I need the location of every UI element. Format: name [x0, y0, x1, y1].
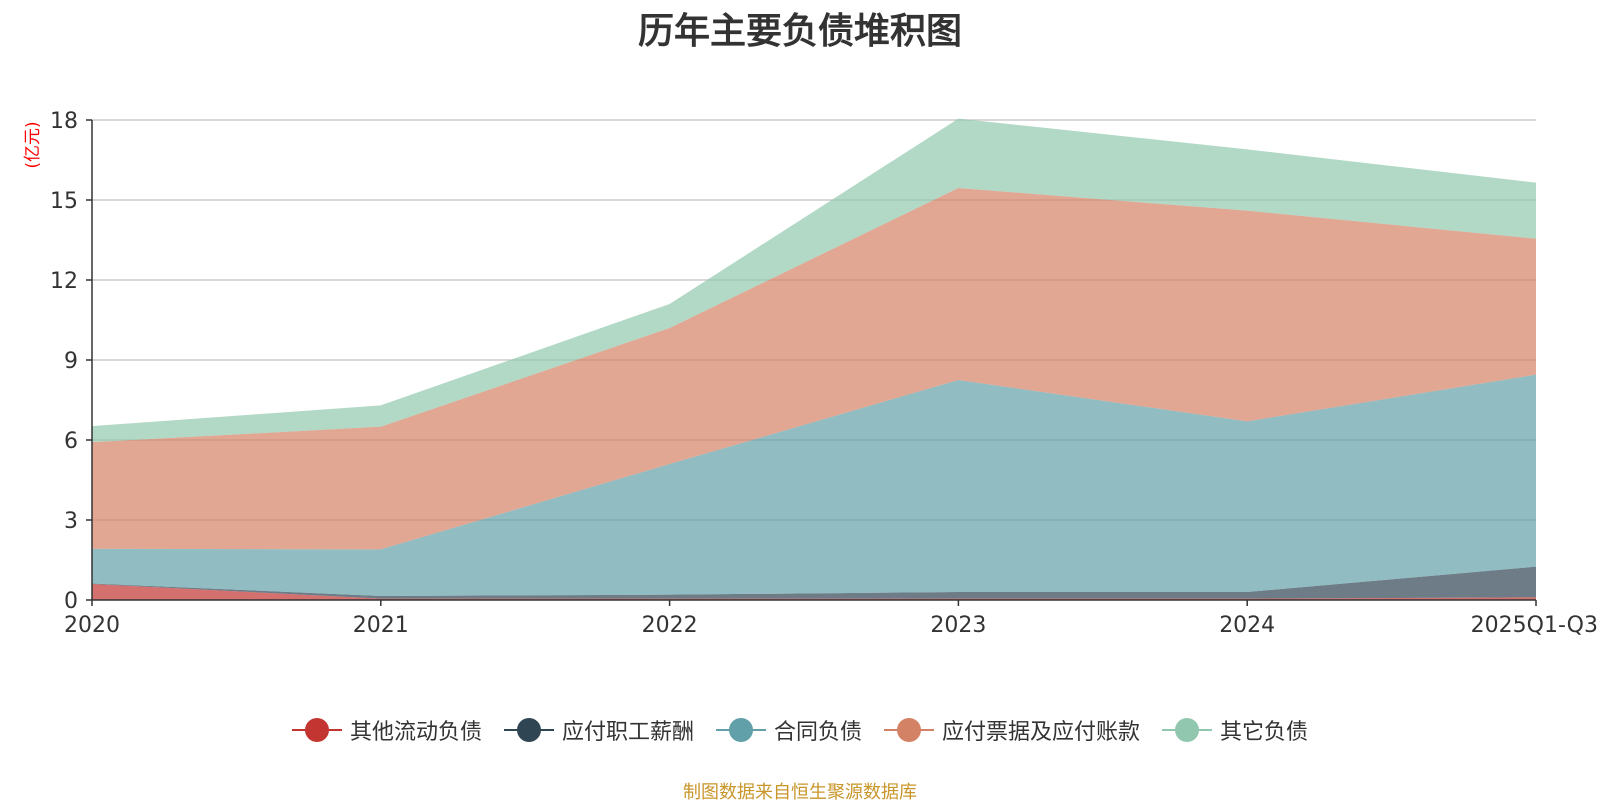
x-tick-label: 2022: [642, 613, 698, 638]
legend-label: 应付票据及应付账款: [942, 720, 1141, 745]
legend-item[interactable]: 其他流动负债: [291, 714, 482, 746]
x-tick-label: 2024: [1219, 613, 1275, 638]
chart-title: 历年主要负债堆积图: [637, 11, 962, 52]
legend-marker-icon: [503, 717, 554, 743]
x-tick-label: 2020: [64, 613, 120, 638]
legend-item[interactable]: 应付职工薪酬: [503, 714, 694, 746]
legend-label: 合同负债: [773, 720, 862, 745]
y-tick-label: 0: [64, 589, 78, 614]
legend-label: 应付职工薪酬: [561, 720, 694, 745]
area-series-4: [92, 118, 1536, 443]
legend-label: 其他流动负债: [349, 720, 482, 745]
legend-marker-icon: [715, 717, 766, 743]
area-series-2: [92, 374, 1536, 596]
area-series-1: [92, 566, 1536, 599]
x-tick-label: 2021: [353, 613, 409, 638]
area-series-3: [92, 188, 1536, 550]
area-series-0: [92, 584, 1536, 600]
legend-label: 其它负债: [1220, 720, 1309, 745]
y-tick-label: 12: [50, 269, 78, 294]
stacked-areas: [92, 118, 1536, 600]
legend-marker-icon: [884, 717, 934, 743]
legend-item[interactable]: 合同负债: [715, 714, 862, 746]
y-axis-unit-label: (亿元): [23, 121, 43, 168]
y-tick-label: 6: [64, 429, 78, 454]
y-tick-label: 3: [64, 509, 78, 534]
x-tick-label: 2023: [930, 613, 986, 638]
source-note: 制图数据来自恒生聚源数据库: [683, 782, 917, 803]
legend-marker-icon: [1162, 717, 1213, 743]
legend-item[interactable]: 应付票据及应付账款: [884, 714, 1140, 746]
x-tick-label: 2025Q1-Q3: [1471, 613, 1598, 638]
legend: 其他流动负债 应付职工薪酬 合同负债 应付票据及应付账款 其它负债: [0, 714, 1600, 746]
y-tick-label: 18: [50, 109, 78, 134]
y-tick-label: 15: [50, 189, 78, 214]
legend-marker-icon: [291, 717, 342, 743]
y-tick-label: 9: [64, 349, 78, 374]
axes: 0 3 6 9 12 15 18 2020 2021 2022 2023 2024 2025Q1-Q3: [50, 109, 1598, 638]
legend-item[interactable]: 其它负债: [1162, 714, 1308, 746]
